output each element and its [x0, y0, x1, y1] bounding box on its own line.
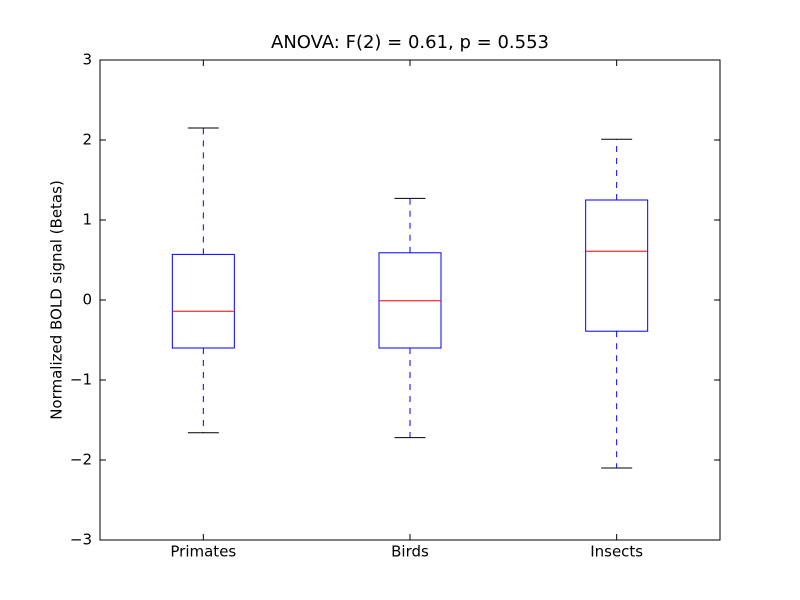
y-tick-label: −3	[70, 531, 92, 549]
x-tick-label: Primates	[170, 543, 236, 561]
y-tick-label: 2	[82, 131, 92, 149]
chart-title: ANOVA: F(2) = 0.61, p = 0.553	[271, 32, 549, 53]
y-axis-label: Normalized BOLD signal (Betas)	[48, 180, 66, 420]
x-tick-label: Birds	[391, 543, 429, 561]
y-tick-label: 0	[82, 291, 92, 309]
y-tick-label: −2	[70, 451, 92, 469]
y-tick-label: 3	[82, 51, 92, 69]
x-tick-label: Insects	[590, 543, 643, 561]
y-tick-label: 1	[82, 211, 92, 229]
box	[171, 253, 235, 349]
box	[585, 199, 649, 332]
y-tick-label: −1	[70, 371, 92, 389]
plot-frame	[99, 59, 721, 541]
